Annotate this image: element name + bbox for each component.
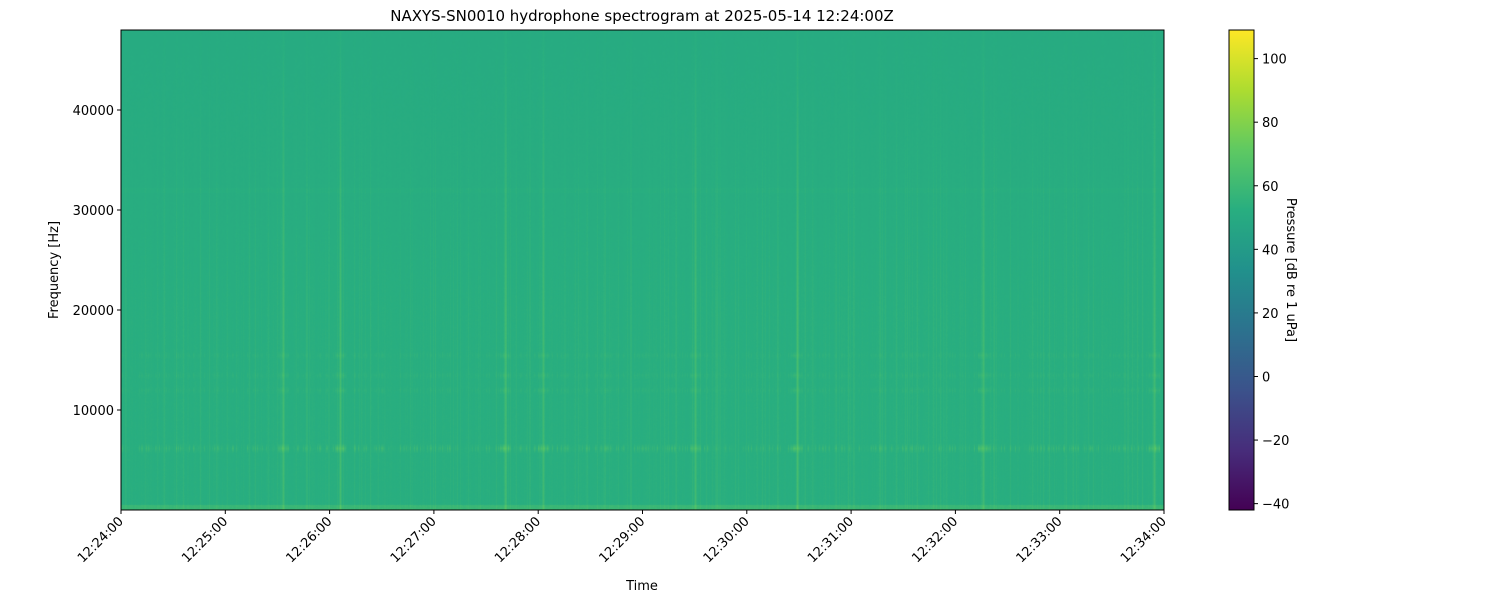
colorbar-tick-label: 60 [1262,180,1279,195]
colorbar [1228,29,1255,511]
colorbar-label: Pressure [dB re 1 uPa] [1283,198,1298,342]
colorbar-tick-label: 40 [1262,243,1279,258]
colorbar-tick-label: −20 [1262,434,1289,449]
x-tick-label: 12:25:00 [179,514,231,566]
x-tick-label: 12:27:00 [388,514,440,566]
x-tick-label: 12:29:00 [596,514,648,566]
x-tick-label: 12:34:00 [1118,514,1170,566]
x-tick-label: 12:26:00 [284,514,336,566]
y-tick-label: 40000 [73,104,114,119]
colorbar-tick-label: 0 [1262,370,1270,385]
x-tick-label: 12:32:00 [909,514,961,566]
colorbar-tick-label: −40 [1262,498,1289,513]
y-tick-label: 20000 [73,304,114,319]
x-tick-label: 12:30:00 [701,514,753,566]
chart-title: NAXYS-SN0010 hydrophone spectrogram at 2… [390,7,894,25]
y-axis-label: Frequency [Hz] [47,221,62,319]
y-tick-label: 10000 [73,404,114,419]
x-tick-label: 12:28:00 [492,514,544,566]
colorbar-tick-label: 100 [1262,53,1287,68]
y-tick-label: 30000 [73,204,114,219]
colorbar-tick-label: 80 [1262,116,1279,131]
plot-frame [120,29,1165,511]
spectrogram-heatmap [121,30,1164,510]
colorbar-tick-label: 20 [1262,307,1279,322]
x-tick-label: 12:31:00 [805,514,857,566]
x-tick-label: 12:33:00 [1014,514,1066,566]
x-tick-label: 12:24:00 [75,514,127,566]
x-axis-label: Time [625,579,658,594]
